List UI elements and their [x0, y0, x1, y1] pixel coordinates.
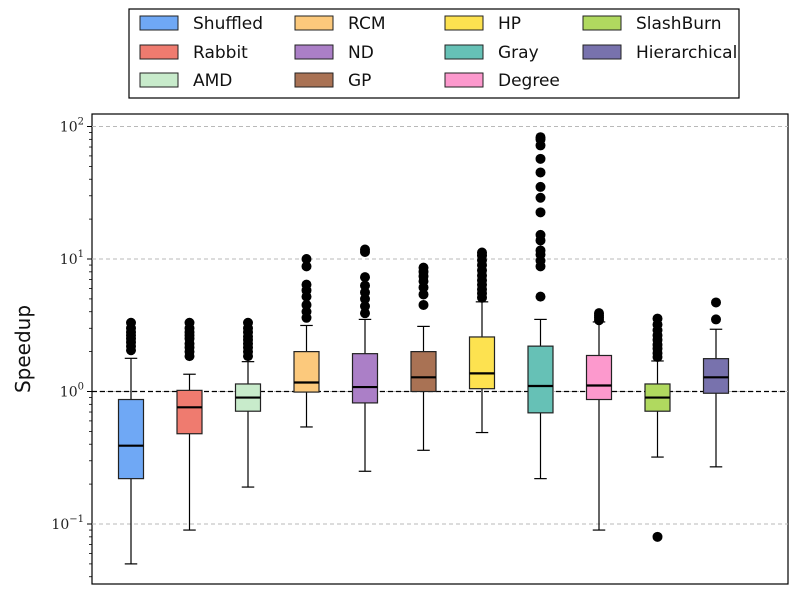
legend-swatch	[139, 15, 179, 31]
outlier-point	[535, 207, 546, 218]
y-tick-label: 102	[60, 117, 84, 136]
legend-item-hierarchical: Hierarchical	[582, 43, 737, 63]
box-body	[585, 354, 613, 401]
outlier-point	[535, 192, 546, 203]
y-tick-label: 10−1	[51, 514, 84, 533]
legend-item-rcm: RCM	[294, 14, 386, 34]
outlier-point	[301, 254, 312, 264]
legend-item-gray: Gray	[444, 43, 539, 63]
outlier-point	[594, 308, 604, 319]
box-body	[293, 351, 320, 393]
box-body	[351, 353, 379, 404]
legend-item-shuffled: Shuffled	[139, 14, 263, 34]
outlier-point	[535, 245, 546, 256]
outlier-point	[360, 280, 370, 291]
legend-swatch	[582, 15, 622, 31]
box-gp	[410, 262, 437, 451]
outlier-point	[301, 279, 312, 290]
legend-item-slashburn: SlashBurn	[582, 14, 721, 34]
legend-label: GP	[348, 71, 371, 91]
box-body	[468, 336, 496, 390]
outlier-point	[535, 153, 546, 164]
outlier-point	[711, 297, 721, 308]
box-hierarchical	[702, 297, 730, 468]
outlier-point	[535, 291, 546, 302]
legend-label: Degree	[498, 71, 560, 91]
box-hp	[468, 247, 496, 434]
outlier-point	[535, 132, 546, 143]
grid-lines	[92, 126, 788, 525]
outlier-point	[711, 314, 721, 325]
outlier-point	[418, 299, 429, 310]
legend-swatch	[139, 72, 179, 88]
legend-label: Hierarchical	[636, 43, 737, 63]
legend-item-gp: GP	[294, 71, 371, 91]
outlier-point	[126, 317, 136, 328]
box-body	[117, 398, 145, 480]
legend-label: HP	[498, 14, 521, 34]
legend-swatch	[444, 44, 484, 60]
legend-item-hp: HP	[444, 14, 521, 34]
legend-label: Rabbit	[193, 43, 248, 63]
y-axis-ticks: 10−1 100 101 102	[51, 117, 92, 578]
box-shuffled	[117, 317, 145, 565]
legend-frame	[128, 8, 740, 99]
legend-label: RCM	[348, 14, 386, 34]
box-rabbit	[176, 317, 203, 531]
legend-swatch	[294, 15, 334, 31]
y-axis-label: Speedup	[11, 305, 35, 393]
legend-swatch	[582, 44, 622, 60]
outlier-point	[184, 317, 195, 328]
y-tick-label: 100	[60, 382, 84, 401]
outlier-point	[360, 301, 370, 312]
box-body	[176, 389, 203, 435]
legend-label: Gray	[498, 43, 539, 63]
outlier-point	[243, 317, 253, 328]
outlier-point	[535, 181, 546, 192]
legend: Shuffled Rabbit AMD RCM ND GP HP Gray Degree Slas…	[139, 14, 737, 91]
legend-item-degree: Degree	[444, 71, 560, 91]
outlier-point	[360, 244, 370, 255]
box-body	[527, 345, 554, 414]
legend-swatch	[139, 44, 179, 60]
legend-label: Shuffled	[193, 14, 263, 34]
legend-item-amd: AMD	[139, 71, 232, 91]
outlier-point	[477, 247, 487, 258]
outlier-point	[418, 262, 429, 273]
outlier-point	[535, 167, 546, 178]
legend-label: AMD	[193, 71, 232, 91]
box-nd	[351, 244, 379, 472]
plot-frame	[91, 113, 789, 585]
outlier-point	[301, 261, 312, 272]
outlier-point	[360, 308, 370, 319]
box-slashburn	[644, 313, 671, 542]
legend-label: ND	[348, 43, 374, 63]
legend-swatch	[294, 44, 334, 60]
outlier-point	[535, 229, 546, 240]
legend-swatch	[294, 72, 334, 88]
legend-item-nd: ND	[294, 43, 374, 63]
outlier-point	[301, 299, 312, 310]
outlier-point	[360, 272, 370, 283]
boxes	[117, 132, 730, 565]
box-degree	[585, 308, 613, 531]
box-rcm	[293, 254, 320, 428]
box-body	[410, 351, 437, 393]
outlier-point	[652, 313, 663, 324]
box-body	[702, 358, 730, 394]
legend-swatch	[444, 72, 484, 88]
outlier-point	[652, 531, 663, 542]
box-amd	[234, 317, 262, 488]
outlier-point	[418, 289, 429, 300]
legend-label: SlashBurn	[636, 14, 721, 34]
box-gray	[527, 132, 554, 480]
y-tick-label: 101	[60, 249, 84, 268]
legend-item-rabbit: Rabbit	[139, 43, 248, 63]
legend-swatch	[444, 15, 484, 31]
